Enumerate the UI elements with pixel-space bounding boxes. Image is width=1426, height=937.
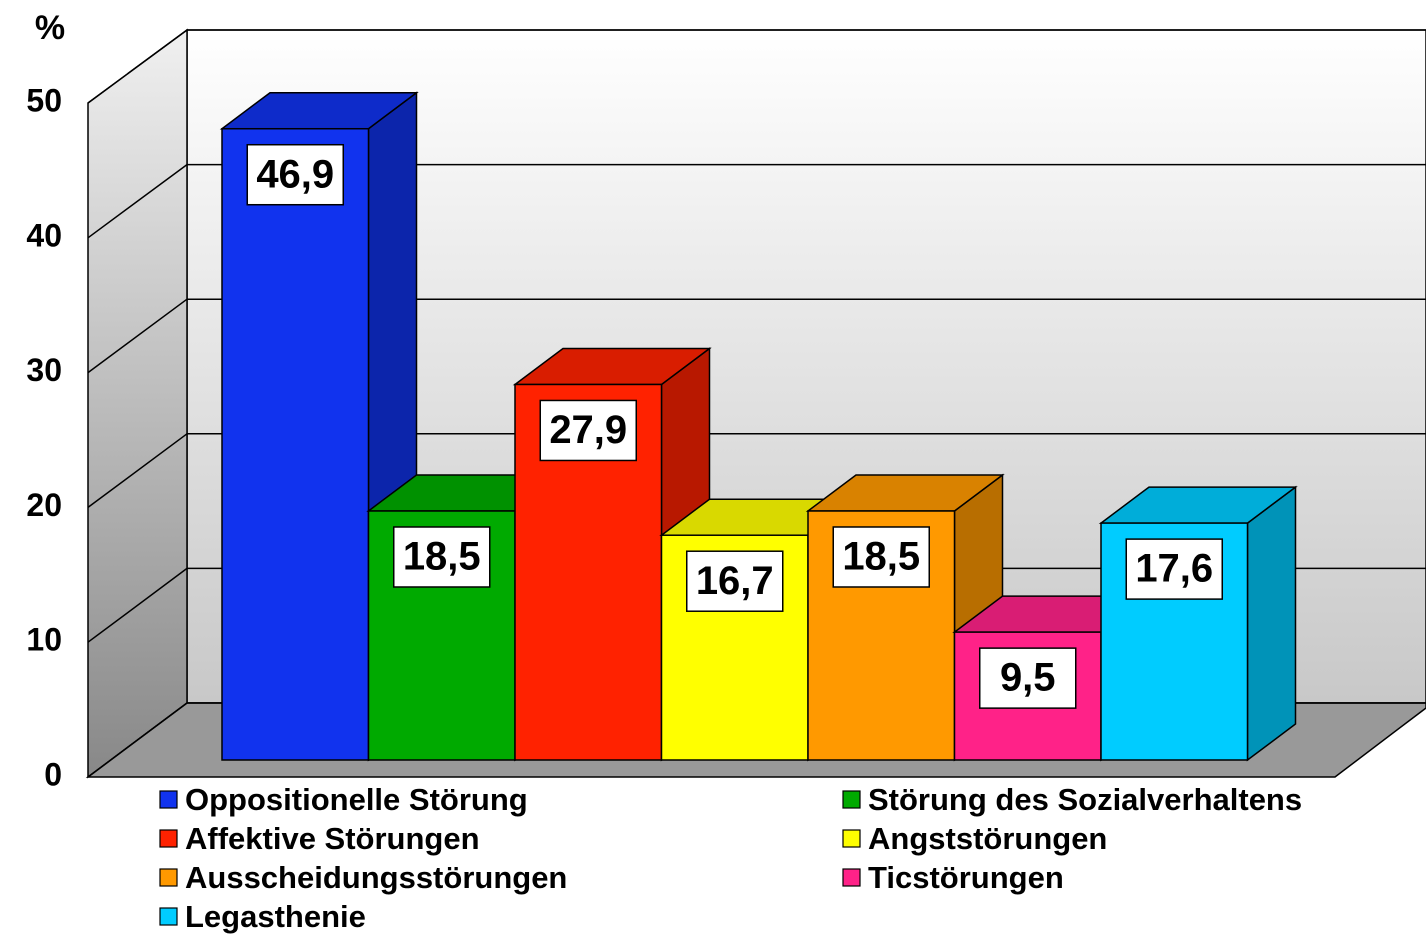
legend-swatch	[159, 829, 178, 848]
value-label-box	[686, 550, 784, 612]
legend-swatch	[842, 868, 861, 887]
grid-line	[87, 298, 188, 374]
y-tick-label: 20	[26, 487, 62, 523]
bar	[221, 127, 370, 761]
value-label: 46,9	[256, 152, 334, 196]
value-label: 18,5	[842, 535, 920, 579]
y-tick-label: 0	[44, 756, 62, 792]
legend-swatch	[842, 829, 861, 848]
legend-swatch	[159, 907, 178, 926]
legend-swatch	[842, 790, 861, 809]
legend-label: Ticstörungen	[868, 860, 1064, 895]
value-label: 17,6	[1135, 547, 1213, 591]
grid-line	[87, 702, 188, 778]
value-label: 16,7	[696, 559, 774, 603]
y-tick-label: 50	[26, 82, 62, 118]
legend-swatch	[159, 790, 178, 809]
y-axis-label: %	[35, 9, 65, 47]
bar-side	[1246, 485, 1297, 762]
value-label: 18,5	[403, 535, 481, 579]
grid-line	[87, 163, 188, 239]
legend-label: Oppositionelle Störung	[185, 782, 528, 817]
grid-line	[87, 567, 188, 643]
legend-label: Legasthenie	[185, 899, 366, 934]
value-label-box	[246, 143, 344, 206]
grid-line	[87, 29, 188, 104]
grid-line	[87, 433, 188, 509]
y-tick-label: 10	[26, 622, 62, 658]
legend-label: Affektive Störungen	[185, 821, 480, 856]
value-label-box	[1125, 538, 1223, 600]
y-tick-label: 30	[26, 352, 62, 388]
left-wall	[87, 28, 188, 779]
y-tick-label: 40	[26, 217, 62, 253]
legend-swatch	[159, 868, 178, 887]
value-label-box	[832, 526, 930, 588]
value-label-box	[539, 399, 637, 462]
legend-label: Angststörungen	[868, 821, 1107, 856]
value-label: 9,5	[1000, 656, 1056, 700]
value-label: 27,9	[549, 408, 627, 452]
legend-label: Störung des Sozialverhaltens	[868, 782, 1302, 817]
legend-label: Ausscheidungsstörungen	[185, 860, 567, 895]
value-label-box	[979, 647, 1077, 709]
value-label-box	[393, 526, 491, 588]
